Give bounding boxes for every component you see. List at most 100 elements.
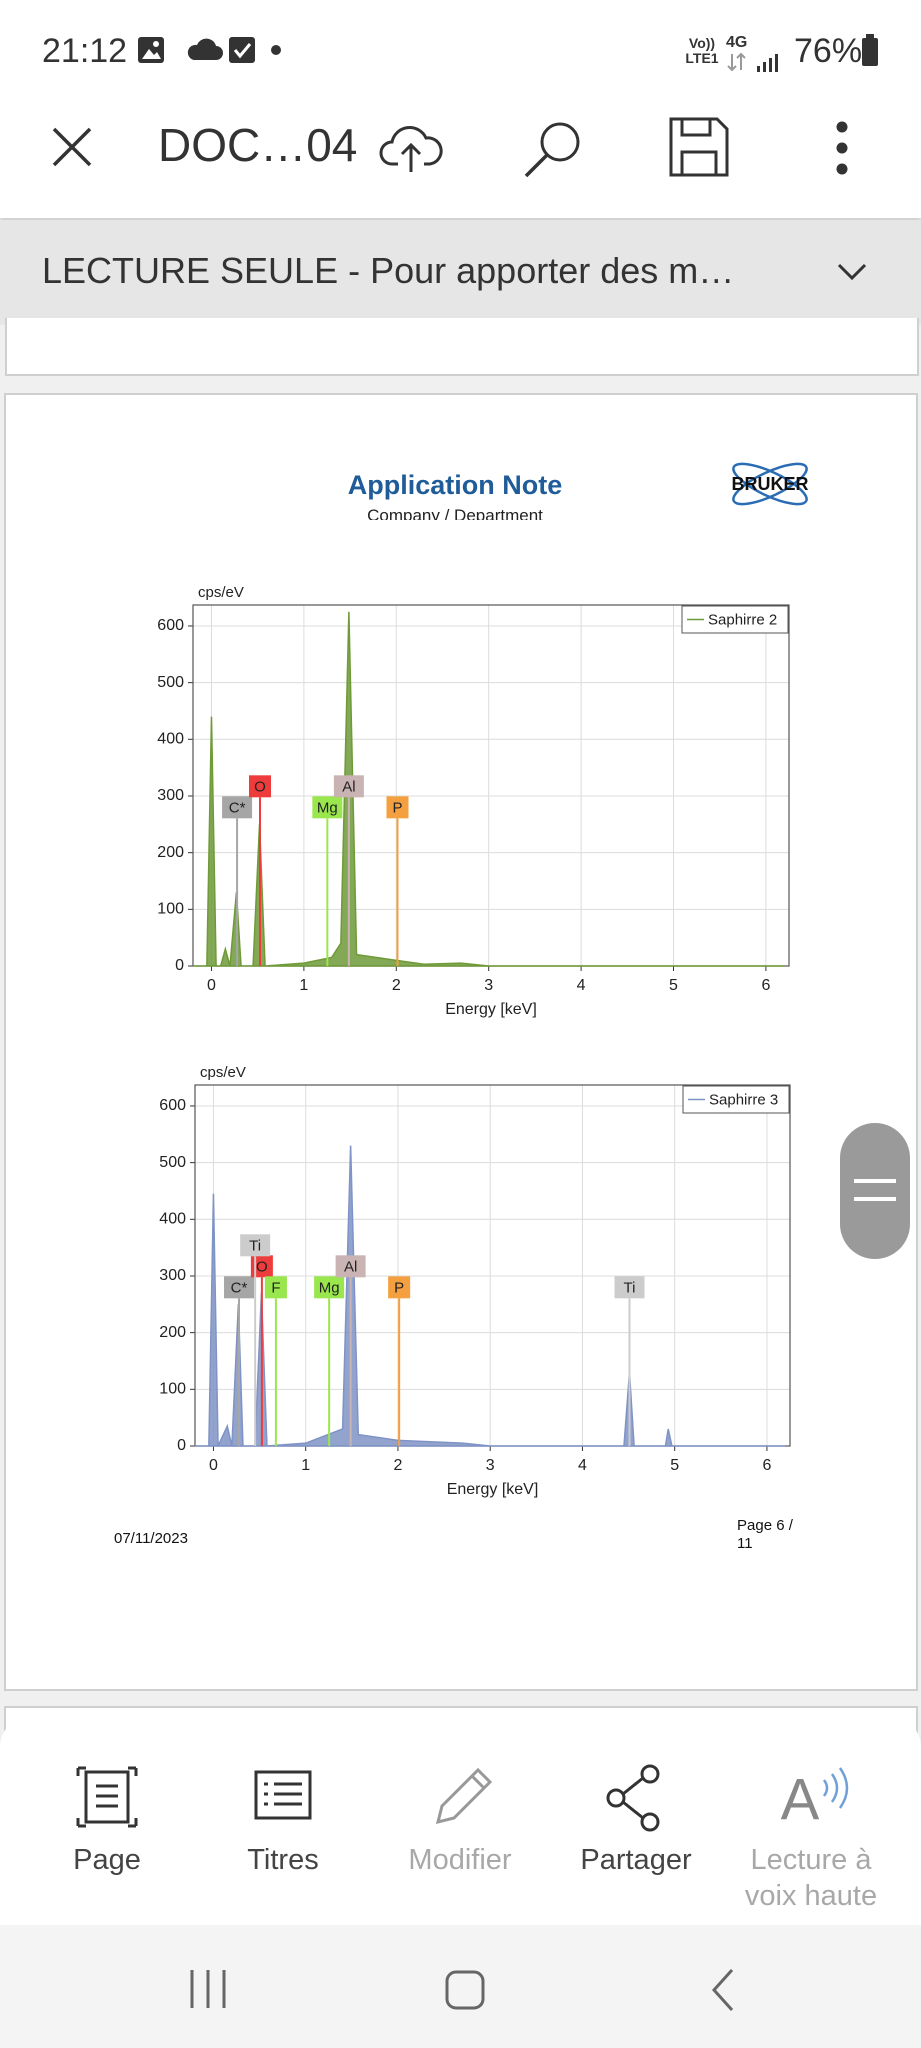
x-tick-label: 6 <box>761 977 770 994</box>
y-tick-label: 0 <box>177 1437 186 1454</box>
doc-title: Application Note <box>347 470 563 500</box>
x-tick-label: 1 <box>299 977 308 994</box>
x-tick-label: 5 <box>669 977 678 994</box>
element-label: P <box>392 799 402 816</box>
network-type: Vo)) LTE1 <box>685 35 719 66</box>
bottom-icons: A <box>76 1764 849 1832</box>
element-label: C* <box>229 799 246 816</box>
element-label: O <box>256 1258 268 1275</box>
y-tick-label: 100 <box>157 901 184 918</box>
element-box <box>224 1276 255 1299</box>
x-tick-label: 3 <box>484 977 493 994</box>
x-tick-label: 4 <box>578 1457 587 1474</box>
element-box <box>312 796 343 819</box>
element-label: O <box>254 778 266 795</box>
y-tick-label: 100 <box>159 1381 186 1398</box>
element-box <box>264 1276 287 1299</box>
logo-mark <box>732 462 808 506</box>
x-axis-label: Energy [keV] <box>447 1481 539 1498</box>
doc-subtitle: Company / Department <box>367 506 543 520</box>
spectrum-area <box>193 611 785 967</box>
doc-subtitle-clip: Company / Department <box>300 504 610 520</box>
element-label: C* <box>231 1279 248 1296</box>
x-tick-label: 2 <box>393 1457 402 1474</box>
element-box <box>222 796 253 819</box>
element-box <box>250 1255 273 1278</box>
y-tick-label: 300 <box>159 1267 186 1284</box>
legend-label: Saphirre 2 <box>708 611 777 628</box>
battery-icon <box>862 34 878 66</box>
y-tick-label: 500 <box>157 674 184 691</box>
logo-text: BRUKER <box>731 474 809 494</box>
toolbar <box>0 98 921 218</box>
y-tick-label: 200 <box>159 1324 186 1341</box>
notification-icons <box>138 37 281 63</box>
element-label: Ti <box>624 1279 636 1296</box>
y-tick-label: 600 <box>159 1097 186 1114</box>
bottom-bar <box>0 1717 921 1927</box>
document-name: DOC…04 <box>158 119 358 171</box>
element-box <box>314 1276 345 1299</box>
banner[interactable] <box>0 220 921 325</box>
svg-text:A: A <box>781 1767 820 1832</box>
plot-area <box>195 1085 790 1446</box>
x-axis-label: Energy [keV] <box>445 1001 537 1018</box>
y-tick-label: 300 <box>157 787 184 804</box>
x-tick-label: 3 <box>486 1457 495 1474</box>
y-tick-label: 400 <box>157 731 184 748</box>
bottom-bar-item[interactable]: Titres <box>247 1844 319 1876</box>
save-button[interactable] <box>668 116 730 178</box>
element-label: P <box>394 1279 404 1296</box>
y-axis-label: cps/eV <box>200 1064 246 1081</box>
y-tick-label: 400 <box>159 1211 186 1228</box>
x-tick-label: 2 <box>392 977 401 994</box>
bottom-bar-item[interactable]: Partager <box>580 1844 692 1876</box>
element-box <box>240 1234 271 1257</box>
spectrum-area <box>195 1145 786 1447</box>
signal-icon <box>727 52 778 72</box>
time: 21:12 <box>42 32 128 70</box>
element-box <box>335 1255 366 1278</box>
y-axis-label: cps/eV <box>198 584 244 601</box>
y-tick-label: 0 <box>175 957 184 974</box>
element-label: Mg <box>319 1279 340 1296</box>
element-box <box>388 1276 411 1299</box>
x-tick-label: 1 <box>301 1457 310 1474</box>
element-label: Al <box>344 1258 357 1275</box>
search-button[interactable] <box>522 118 586 180</box>
element-label: Mg <box>317 799 338 816</box>
banner-expand[interactable] <box>836 262 868 282</box>
banner-text: LECTURE SEULE - Pour apporter des m… <box>42 250 735 291</box>
element-label: Al <box>342 778 355 795</box>
element-box <box>614 1276 645 1299</box>
x-tick-label: 5 <box>670 1457 679 1474</box>
upload-button[interactable] <box>378 120 444 176</box>
legend-label: Saphirre 3 <box>709 1091 778 1108</box>
x-tick-label: 6 <box>762 1457 771 1474</box>
doc-page-number: Page 6 / 11 <box>737 1517 793 1552</box>
element-label: Ti <box>249 1237 261 1254</box>
y-tick-label: 200 <box>157 844 184 861</box>
bottom-bar-item[interactable]: Modifier <box>408 1844 512 1876</box>
y-tick-label: 600 <box>157 617 184 634</box>
element-box <box>333 775 364 798</box>
bottom-bar-item[interactable]: Page <box>73 1844 141 1876</box>
more-button[interactable] <box>832 120 852 176</box>
scroll-handle[interactable] <box>840 1123 910 1259</box>
x-tick-label: 4 <box>577 977 586 994</box>
x-tick-label: 0 <box>209 1457 218 1474</box>
system-nav-icons <box>190 1968 734 2012</box>
plot-area <box>193 605 789 966</box>
element-box <box>386 796 409 819</box>
x-tick-label: 0 <box>207 977 216 994</box>
element-label: F <box>271 1279 280 1296</box>
system-nav <box>0 1925 921 2048</box>
element-box <box>248 775 271 798</box>
bottom-bar-item[interactable]: Lecture à voix haute <box>744 1844 878 1912</box>
close-button[interactable] <box>50 125 94 169</box>
battery-level: 76% <box>794 32 863 70</box>
y-tick-label: 500 <box>159 1154 186 1171</box>
doc-date: 07/11/2023 <box>114 1530 188 1547</box>
